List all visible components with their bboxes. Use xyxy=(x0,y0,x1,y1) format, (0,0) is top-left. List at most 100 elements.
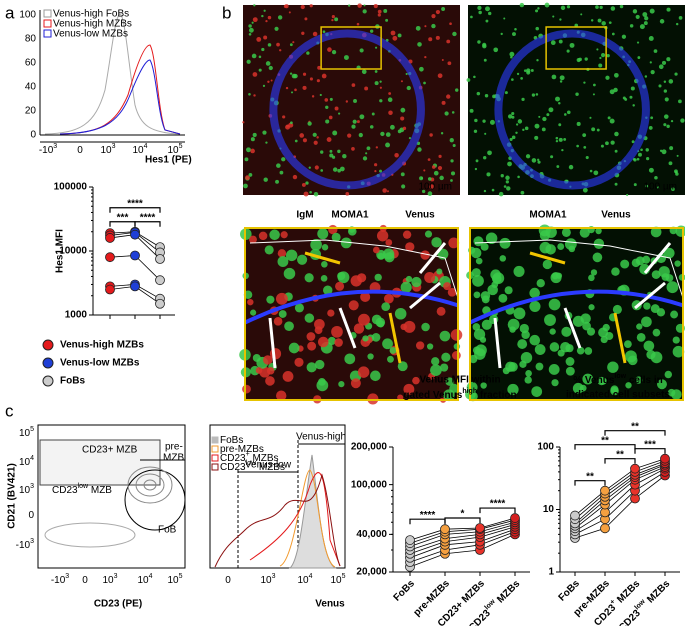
cell xyxy=(273,317,283,326)
cell xyxy=(431,357,440,366)
gate-label-part: MZB xyxy=(88,485,112,496)
cell xyxy=(521,330,530,340)
cell xyxy=(326,137,332,142)
cell xyxy=(320,275,328,282)
cell xyxy=(507,114,513,119)
chart-title: Venus MFI within xyxy=(419,375,500,386)
cell xyxy=(285,249,298,262)
x-tick-label-part: 0 xyxy=(82,575,88,586)
cell xyxy=(483,156,487,160)
moma1-line xyxy=(244,289,459,325)
cell xyxy=(332,167,338,172)
cell xyxy=(605,332,614,341)
cell xyxy=(360,291,371,302)
x-axis-label: CD23 (PE) xyxy=(94,599,142,610)
cell xyxy=(315,359,325,370)
sig-label: **** xyxy=(420,510,436,521)
cell xyxy=(645,148,649,152)
cell xyxy=(342,153,347,159)
cell xyxy=(633,183,637,187)
legend-label: FoBs xyxy=(60,376,85,387)
y-tick-label-part: 5 xyxy=(30,426,34,433)
cell xyxy=(499,237,511,249)
cell xyxy=(658,84,662,88)
cell xyxy=(474,348,486,360)
x-tick-label-part: 4 xyxy=(309,573,313,580)
cell xyxy=(253,4,256,7)
cell xyxy=(481,295,490,304)
cell xyxy=(504,91,508,95)
cell xyxy=(371,112,375,116)
cell xyxy=(268,65,273,71)
donor-line xyxy=(409,517,516,541)
cell xyxy=(480,382,487,389)
cell xyxy=(593,238,605,249)
cell xyxy=(246,147,251,153)
cell xyxy=(513,265,525,277)
gate-label: MZB xyxy=(163,453,184,464)
cell xyxy=(614,149,618,153)
cell xyxy=(303,191,309,197)
x-tick-label: 104 xyxy=(297,573,312,585)
cell xyxy=(306,51,310,55)
cell xyxy=(267,43,272,47)
cell xyxy=(367,393,379,405)
cell xyxy=(565,357,575,366)
cell xyxy=(584,57,588,61)
cell xyxy=(654,175,658,180)
panel-label: c xyxy=(5,401,14,420)
cell xyxy=(605,141,609,146)
cell xyxy=(436,306,446,316)
cell xyxy=(323,285,333,295)
cell xyxy=(304,17,308,21)
cell xyxy=(284,321,294,332)
cell xyxy=(473,129,478,133)
cell xyxy=(388,110,393,116)
cell xyxy=(559,75,565,81)
donor-line xyxy=(574,458,666,516)
y-tick-label: 60 xyxy=(25,58,37,69)
x-tick-label: 104 xyxy=(137,573,152,585)
cell xyxy=(500,32,503,36)
cell xyxy=(332,130,338,136)
sig-bracket xyxy=(574,444,636,450)
x-tick-label: -103 xyxy=(39,143,57,155)
cell xyxy=(253,94,256,97)
cell xyxy=(511,115,515,119)
cell xyxy=(385,239,393,246)
cell xyxy=(477,5,482,10)
sig-label: *** xyxy=(117,212,129,223)
cell xyxy=(327,47,332,52)
x-tick-label: 105 xyxy=(330,573,345,585)
cell xyxy=(258,231,268,241)
cell xyxy=(485,19,489,23)
cell xyxy=(524,376,532,384)
cell xyxy=(266,295,275,304)
cell xyxy=(565,366,575,376)
arrow xyxy=(304,251,341,265)
legend-swatch xyxy=(211,454,219,462)
cell xyxy=(599,5,603,10)
cell xyxy=(390,124,395,130)
moma1-line xyxy=(469,289,684,325)
cell xyxy=(610,385,619,394)
cell xyxy=(503,17,506,20)
cell xyxy=(408,137,412,140)
arrow xyxy=(634,281,666,310)
cell xyxy=(290,91,294,94)
dot xyxy=(130,281,140,292)
cell xyxy=(316,136,319,139)
cell xyxy=(248,32,252,36)
cell xyxy=(400,107,406,113)
cell xyxy=(431,237,442,248)
x-axis-label: Hes1 (PE) xyxy=(145,155,192,166)
cell xyxy=(288,342,300,354)
cell xyxy=(309,190,312,194)
x-axis-label: Venus xyxy=(315,599,345,610)
cell xyxy=(538,115,541,118)
cell xyxy=(535,26,539,31)
cell xyxy=(555,136,559,140)
cell xyxy=(242,121,245,124)
cell xyxy=(624,97,628,101)
